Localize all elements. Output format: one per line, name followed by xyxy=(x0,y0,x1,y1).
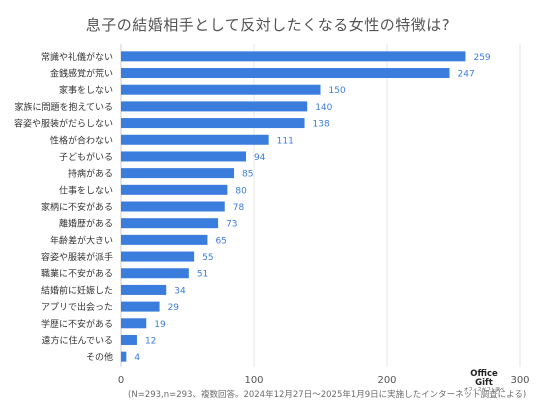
category-label: 結婚前に妊娠した xyxy=(41,284,113,296)
bar xyxy=(121,134,269,145)
bar xyxy=(121,251,195,262)
value-label: 94 xyxy=(254,153,266,163)
value-label: 78 xyxy=(233,203,245,213)
bar xyxy=(121,318,147,329)
footnote: (N=293,n=293、複数回答。2024年12月27日〜2025年1月9日に… xyxy=(128,390,527,400)
category-label: 子どもがいる xyxy=(59,151,113,163)
category-label: 家柄に不安がある xyxy=(41,201,113,213)
bar xyxy=(121,184,228,195)
value-label: 55 xyxy=(202,253,213,263)
value-label: 4 xyxy=(134,353,140,363)
value-label: 19 xyxy=(154,320,166,330)
labels: 0 100 200 300 常識や礼儀がない 259 金銭感覚が荒い 247 家事をしない 150… xyxy=(14,51,530,386)
value-label: 51 xyxy=(197,270,208,280)
value-label: 85 xyxy=(242,170,253,180)
bar xyxy=(121,84,321,95)
bar xyxy=(121,284,167,295)
value-label: 140 xyxy=(315,103,332,113)
value-label: 65 xyxy=(215,236,226,246)
bar xyxy=(121,334,137,345)
value-label: 138 xyxy=(313,120,330,130)
bar xyxy=(121,218,219,229)
bar xyxy=(121,101,308,112)
value-label: 150 xyxy=(329,86,346,96)
bar xyxy=(121,234,208,245)
logo-line2: Gift xyxy=(475,378,493,388)
category-label: 家事をしない xyxy=(59,84,113,96)
value-label: 80 xyxy=(235,186,247,196)
value-label: 111 xyxy=(277,136,294,146)
value-label: 247 xyxy=(458,70,475,80)
category-label: 仕事をしない xyxy=(59,184,113,196)
category-label: 常識や礼儀がない xyxy=(41,51,113,63)
chart-title: 息子の結婚相手として反対したくなる女性の特徴は? xyxy=(85,16,451,34)
x-tick-label: 300 xyxy=(510,375,529,386)
category-label: 容姿や服装がだらしない xyxy=(14,118,113,130)
logo-line3: オフィスギフト調べ xyxy=(463,388,505,393)
bar xyxy=(121,168,235,179)
bar xyxy=(121,51,466,62)
category-label: 金銭感覚が荒い xyxy=(50,68,113,80)
value-label: 259 xyxy=(473,53,490,63)
x-tick-label: 200 xyxy=(377,375,396,386)
value-label: 34 xyxy=(174,286,186,296)
bar xyxy=(121,201,225,212)
bar xyxy=(121,68,450,79)
category-label: 年齢差が大きい xyxy=(50,234,113,246)
category-label: 性格が合わない xyxy=(50,134,113,146)
bars xyxy=(121,51,466,362)
category-label: アプリで出会った xyxy=(41,301,113,313)
x-tick-label: 0 xyxy=(118,375,124,386)
brand-logo: Office Gift オフィスギフト調べ xyxy=(462,370,506,394)
value-label: 29 xyxy=(168,303,180,313)
bar xyxy=(121,351,127,362)
bar xyxy=(121,151,247,162)
category-label: その他 xyxy=(86,351,113,363)
category-label: 離婚歴がある xyxy=(59,218,113,230)
x-tick-label: 100 xyxy=(244,375,263,386)
value-label: 12 xyxy=(145,336,156,346)
value-label: 73 xyxy=(226,220,237,230)
bar xyxy=(121,301,160,312)
bar xyxy=(121,268,189,279)
bar xyxy=(121,118,305,129)
category-label: 容姿や服装が派手 xyxy=(41,251,113,263)
logo-line1: Office xyxy=(470,369,498,379)
category-label: 持病がある xyxy=(68,168,113,180)
category-label: 家族に問題を抱えている xyxy=(14,101,113,113)
category-label: 学歴に不安がある xyxy=(41,318,113,330)
category-label: 遠方に住んでいる xyxy=(41,334,113,346)
category-label: 職業に不安がある xyxy=(41,268,113,280)
